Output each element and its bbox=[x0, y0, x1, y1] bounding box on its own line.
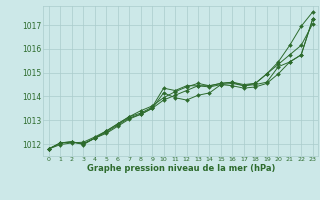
X-axis label: Graphe pression niveau de la mer (hPa): Graphe pression niveau de la mer (hPa) bbox=[87, 164, 275, 173]
